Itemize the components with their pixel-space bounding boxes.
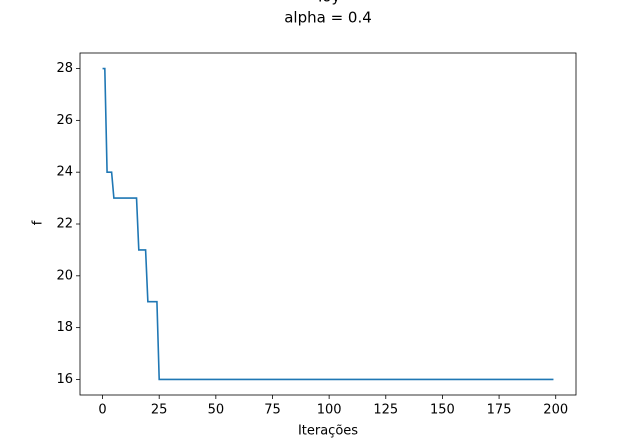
y-tick-label: 18 [56,320,73,335]
x-tick-label: 50 [208,403,225,418]
y-tick-label: 22 [56,217,73,232]
x-tick-label: 100 [317,403,342,418]
y-tick-label: 28 [56,61,73,76]
x-tick-label: 0 [98,403,106,418]
y-tick-label: 26 [56,113,73,128]
x-tick-label: 125 [373,403,398,418]
chart-subtitle: alpha = 0.4 [284,9,372,27]
plot-frame [79,52,577,396]
y-tick-label: 24 [56,165,73,180]
y-tick-label: 16 [56,372,73,387]
x-tick-label: 150 [430,403,455,418]
x-axis-label: Iterações [298,424,358,439]
x-tick-label: 25 [151,403,168,418]
x-tick-label: 200 [543,403,568,418]
x-tick-label: 75 [264,403,281,418]
data-line [102,67,554,381]
y-axis-label: f [31,220,46,225]
chart-title: Toy [315,0,341,6]
x-tick-label: 175 [487,403,512,418]
y-tick-label: 20 [56,268,73,283]
